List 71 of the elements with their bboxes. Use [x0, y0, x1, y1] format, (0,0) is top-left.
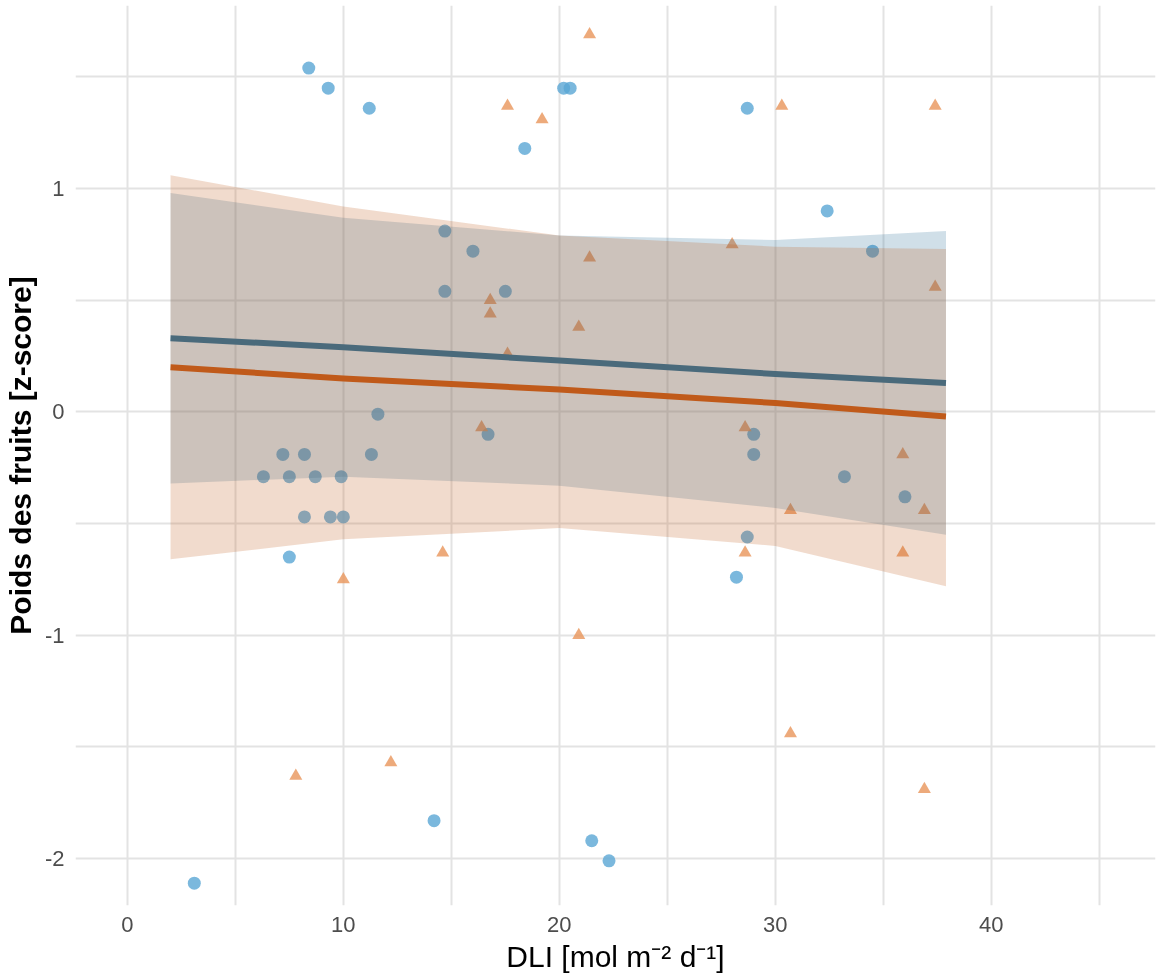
point — [572, 319, 586, 331]
point — [928, 279, 942, 291]
point — [475, 420, 489, 432]
point — [308, 470, 322, 484]
point — [928, 98, 942, 110]
point — [725, 236, 739, 249]
point — [438, 284, 452, 298]
point — [740, 101, 754, 115]
point — [481, 427, 495, 441]
y-tick-label: -1 — [44, 622, 65, 648]
point — [336, 510, 350, 524]
y-tick-label: 0 — [52, 399, 65, 425]
point — [282, 550, 296, 564]
point — [563, 81, 577, 95]
point — [364, 447, 378, 461]
point — [729, 570, 743, 584]
x-tick-label: 0 — [121, 911, 134, 937]
point — [572, 627, 586, 640]
point — [518, 141, 532, 155]
point — [738, 545, 752, 557]
point — [583, 27, 597, 39]
point — [384, 755, 398, 767]
y-axis-title: Poids des fruits [z-score] — [3, 276, 37, 635]
point — [602, 854, 616, 868]
point — [282, 470, 296, 484]
point — [276, 447, 290, 461]
point — [775, 98, 789, 110]
point — [783, 726, 797, 738]
x-tick-label: 30 — [763, 911, 788, 937]
point — [738, 420, 752, 432]
point — [483, 292, 497, 305]
point — [896, 545, 910, 557]
point — [917, 502, 931, 514]
point — [585, 834, 599, 848]
point — [583, 250, 597, 262]
point — [783, 502, 797, 514]
point — [917, 781, 931, 794]
point — [323, 510, 337, 524]
point — [898, 490, 912, 504]
point — [302, 61, 316, 75]
point — [820, 204, 834, 218]
point — [256, 470, 270, 484]
point — [297, 510, 311, 524]
point — [334, 470, 348, 484]
point — [747, 427, 761, 441]
point — [837, 470, 851, 484]
point — [740, 530, 754, 544]
x-tick-label: 40 — [979, 911, 1004, 937]
point — [501, 98, 514, 110]
point — [297, 447, 311, 461]
point — [466, 244, 480, 258]
point — [535, 111, 549, 124]
point — [362, 101, 376, 115]
y-tick-label: -2 — [44, 846, 65, 872]
x-tick-label: 10 — [331, 911, 356, 937]
point — [427, 814, 441, 828]
point — [438, 224, 452, 238]
point — [187, 876, 201, 890]
x-tick-label: 20 — [547, 911, 572, 937]
point — [436, 545, 450, 557]
point — [747, 447, 761, 461]
point — [321, 81, 335, 95]
point — [483, 306, 497, 318]
point — [336, 571, 350, 584]
y-tick-label: 1 — [52, 176, 65, 202]
point — [866, 244, 880, 258]
x-axis-title: DLI [mol m⁻² d⁻¹] — [506, 939, 725, 973]
point — [498, 284, 512, 298]
point — [371, 407, 385, 421]
point — [896, 446, 910, 459]
point — [289, 768, 303, 780]
